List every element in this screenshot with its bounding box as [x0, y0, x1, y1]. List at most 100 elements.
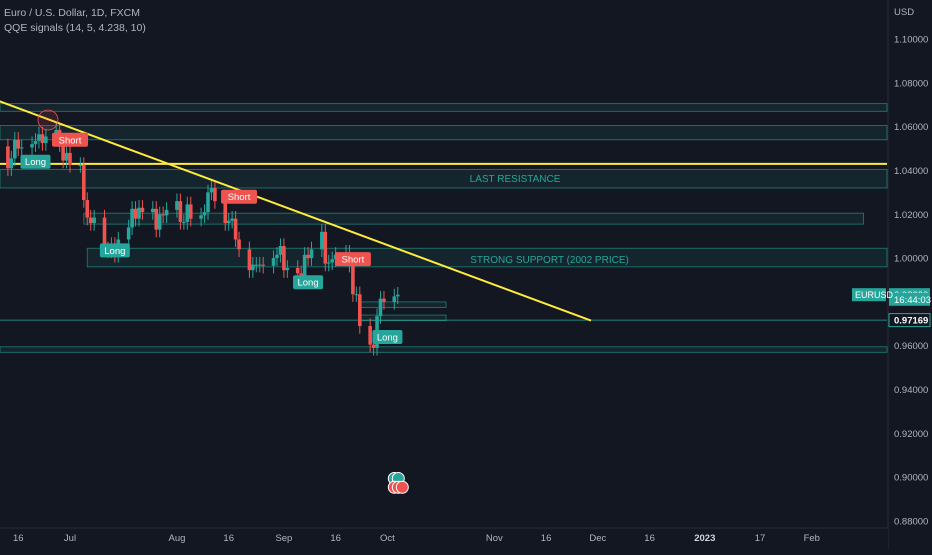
candle[interactable] — [88, 217, 93, 224]
long-signal-badge[interactable] — [20, 154, 51, 169]
time-axis[interactable] — [0, 528, 888, 550]
candle[interactable] — [6, 146, 10, 169]
candle[interactable] — [182, 221, 186, 223]
price-label[interactable] — [888, 313, 931, 328]
candle[interactable] — [157, 214, 162, 230]
candle[interactable] — [223, 201, 228, 224]
candle[interactable] — [295, 267, 300, 274]
short-signal-badge[interactable] — [221, 189, 258, 204]
price-axis[interactable] — [888, 0, 932, 550]
candle[interactable] — [175, 201, 179, 210]
candle[interactable] — [151, 208, 155, 213]
support-resistance-zone[interactable] — [0, 125, 888, 141]
candle[interactable] — [82, 164, 86, 201]
candle[interactable] — [202, 212, 207, 216]
candle[interactable] — [61, 144, 65, 161]
candle[interactable] — [140, 207, 145, 213]
support-resistance-zone[interactable] — [0, 103, 888, 112]
candle[interactable] — [278, 246, 283, 255]
support-resistance-zone[interactable] — [0, 346, 888, 353]
candle[interactable] — [209, 187, 214, 193]
symbol-tag[interactable] — [852, 288, 886, 302]
price-label[interactable] — [889, 292, 930, 306]
candle[interactable] — [261, 264, 265, 266]
candle[interactable] — [323, 231, 328, 264]
candle[interactable] — [371, 344, 376, 348]
candle[interactable] — [126, 227, 131, 240]
candle[interactable] — [37, 134, 41, 141]
candle[interactable] — [285, 267, 290, 271]
candle[interactable] — [271, 258, 276, 266]
candle[interactable] — [368, 326, 372, 345]
candle[interactable] — [164, 209, 169, 216]
candle[interactable] — [19, 147, 24, 149]
candle[interactable] — [13, 139, 17, 159]
candle[interactable] — [102, 217, 107, 250]
candle[interactable] — [351, 264, 355, 295]
candle[interactable] — [178, 201, 183, 222]
candle[interactable] — [237, 239, 241, 250]
support-resistance-zone[interactable] — [0, 168, 888, 189]
long-signal-badge[interactable] — [99, 243, 130, 258]
candle[interactable] — [16, 139, 21, 149]
long-signal-badge[interactable] — [293, 275, 324, 290]
candle[interactable] — [130, 208, 134, 228]
signal-label: Long — [377, 332, 398, 343]
candle[interactable] — [161, 214, 165, 216]
support-resistance-zone[interactable] — [83, 212, 864, 225]
y-tick-label: 1.10000 — [894, 35, 928, 46]
candle[interactable] — [30, 144, 34, 148]
candle[interactable] — [226, 220, 231, 224]
candle[interactable] — [64, 152, 69, 161]
indicator-title[interactable]: QQE signals (14, 5, 4.238, 10) — [4, 22, 146, 34]
economic-event-icon[interactable] — [395, 480, 409, 494]
candle[interactable] — [137, 207, 141, 219]
candle[interactable] — [33, 140, 38, 145]
candle[interactable] — [230, 218, 234, 221]
candle[interactable] — [306, 254, 310, 259]
zone-label: LAST RESISTANCE — [470, 174, 561, 185]
candle[interactable] — [44, 136, 48, 144]
candle[interactable] — [40, 134, 45, 144]
short-signal-badge[interactable] — [334, 252, 371, 267]
candle[interactable] — [395, 294, 400, 297]
candle[interactable] — [354, 294, 359, 296]
candle[interactable] — [282, 246, 286, 271]
candle[interactable] — [78, 164, 83, 166]
candle[interactable] — [378, 298, 383, 317]
symbol-title[interactable]: Euro / U.S. Dollar, 1D, FXCM — [4, 7, 140, 19]
candle[interactable] — [302, 254, 307, 279]
long-signal-badge[interactable] — [372, 329, 403, 344]
candle[interactable] — [330, 259, 334, 263]
candle[interactable] — [257, 264, 262, 266]
candle[interactable] — [382, 298, 386, 302]
candle[interactable] — [199, 215, 203, 219]
candle[interactable] — [206, 192, 210, 213]
candle[interactable] — [188, 204, 193, 219]
candle[interactable] — [85, 200, 90, 218]
candle[interactable] — [326, 262, 331, 264]
candle[interactable] — [68, 152, 72, 165]
candle[interactable] — [309, 249, 314, 259]
candle[interactable] — [247, 249, 252, 271]
candle[interactable] — [133, 208, 138, 219]
candle[interactable] — [275, 254, 279, 259]
trendline[interactable] — [0, 99, 592, 322]
y-tick-label: 1.06000 — [894, 122, 928, 133]
candle[interactable] — [185, 204, 190, 222]
support-resistance-zone[interactable] — [359, 301, 447, 308]
zone-label: STRONG SUPPORT (2002 PRICE) — [470, 255, 629, 266]
candle[interactable] — [251, 264, 255, 271]
candle[interactable] — [358, 294, 362, 327]
short-signal-badge[interactable] — [52, 132, 88, 147]
candle[interactable] — [213, 187, 217, 202]
candle[interactable] — [92, 217, 96, 224]
candle[interactable] — [9, 158, 14, 169]
candle[interactable] — [320, 231, 324, 250]
candle[interactable] — [154, 208, 159, 230]
candle[interactable] — [254, 264, 259, 266]
candle[interactable] — [392, 296, 397, 302]
candle[interactable] — [233, 218, 238, 240]
